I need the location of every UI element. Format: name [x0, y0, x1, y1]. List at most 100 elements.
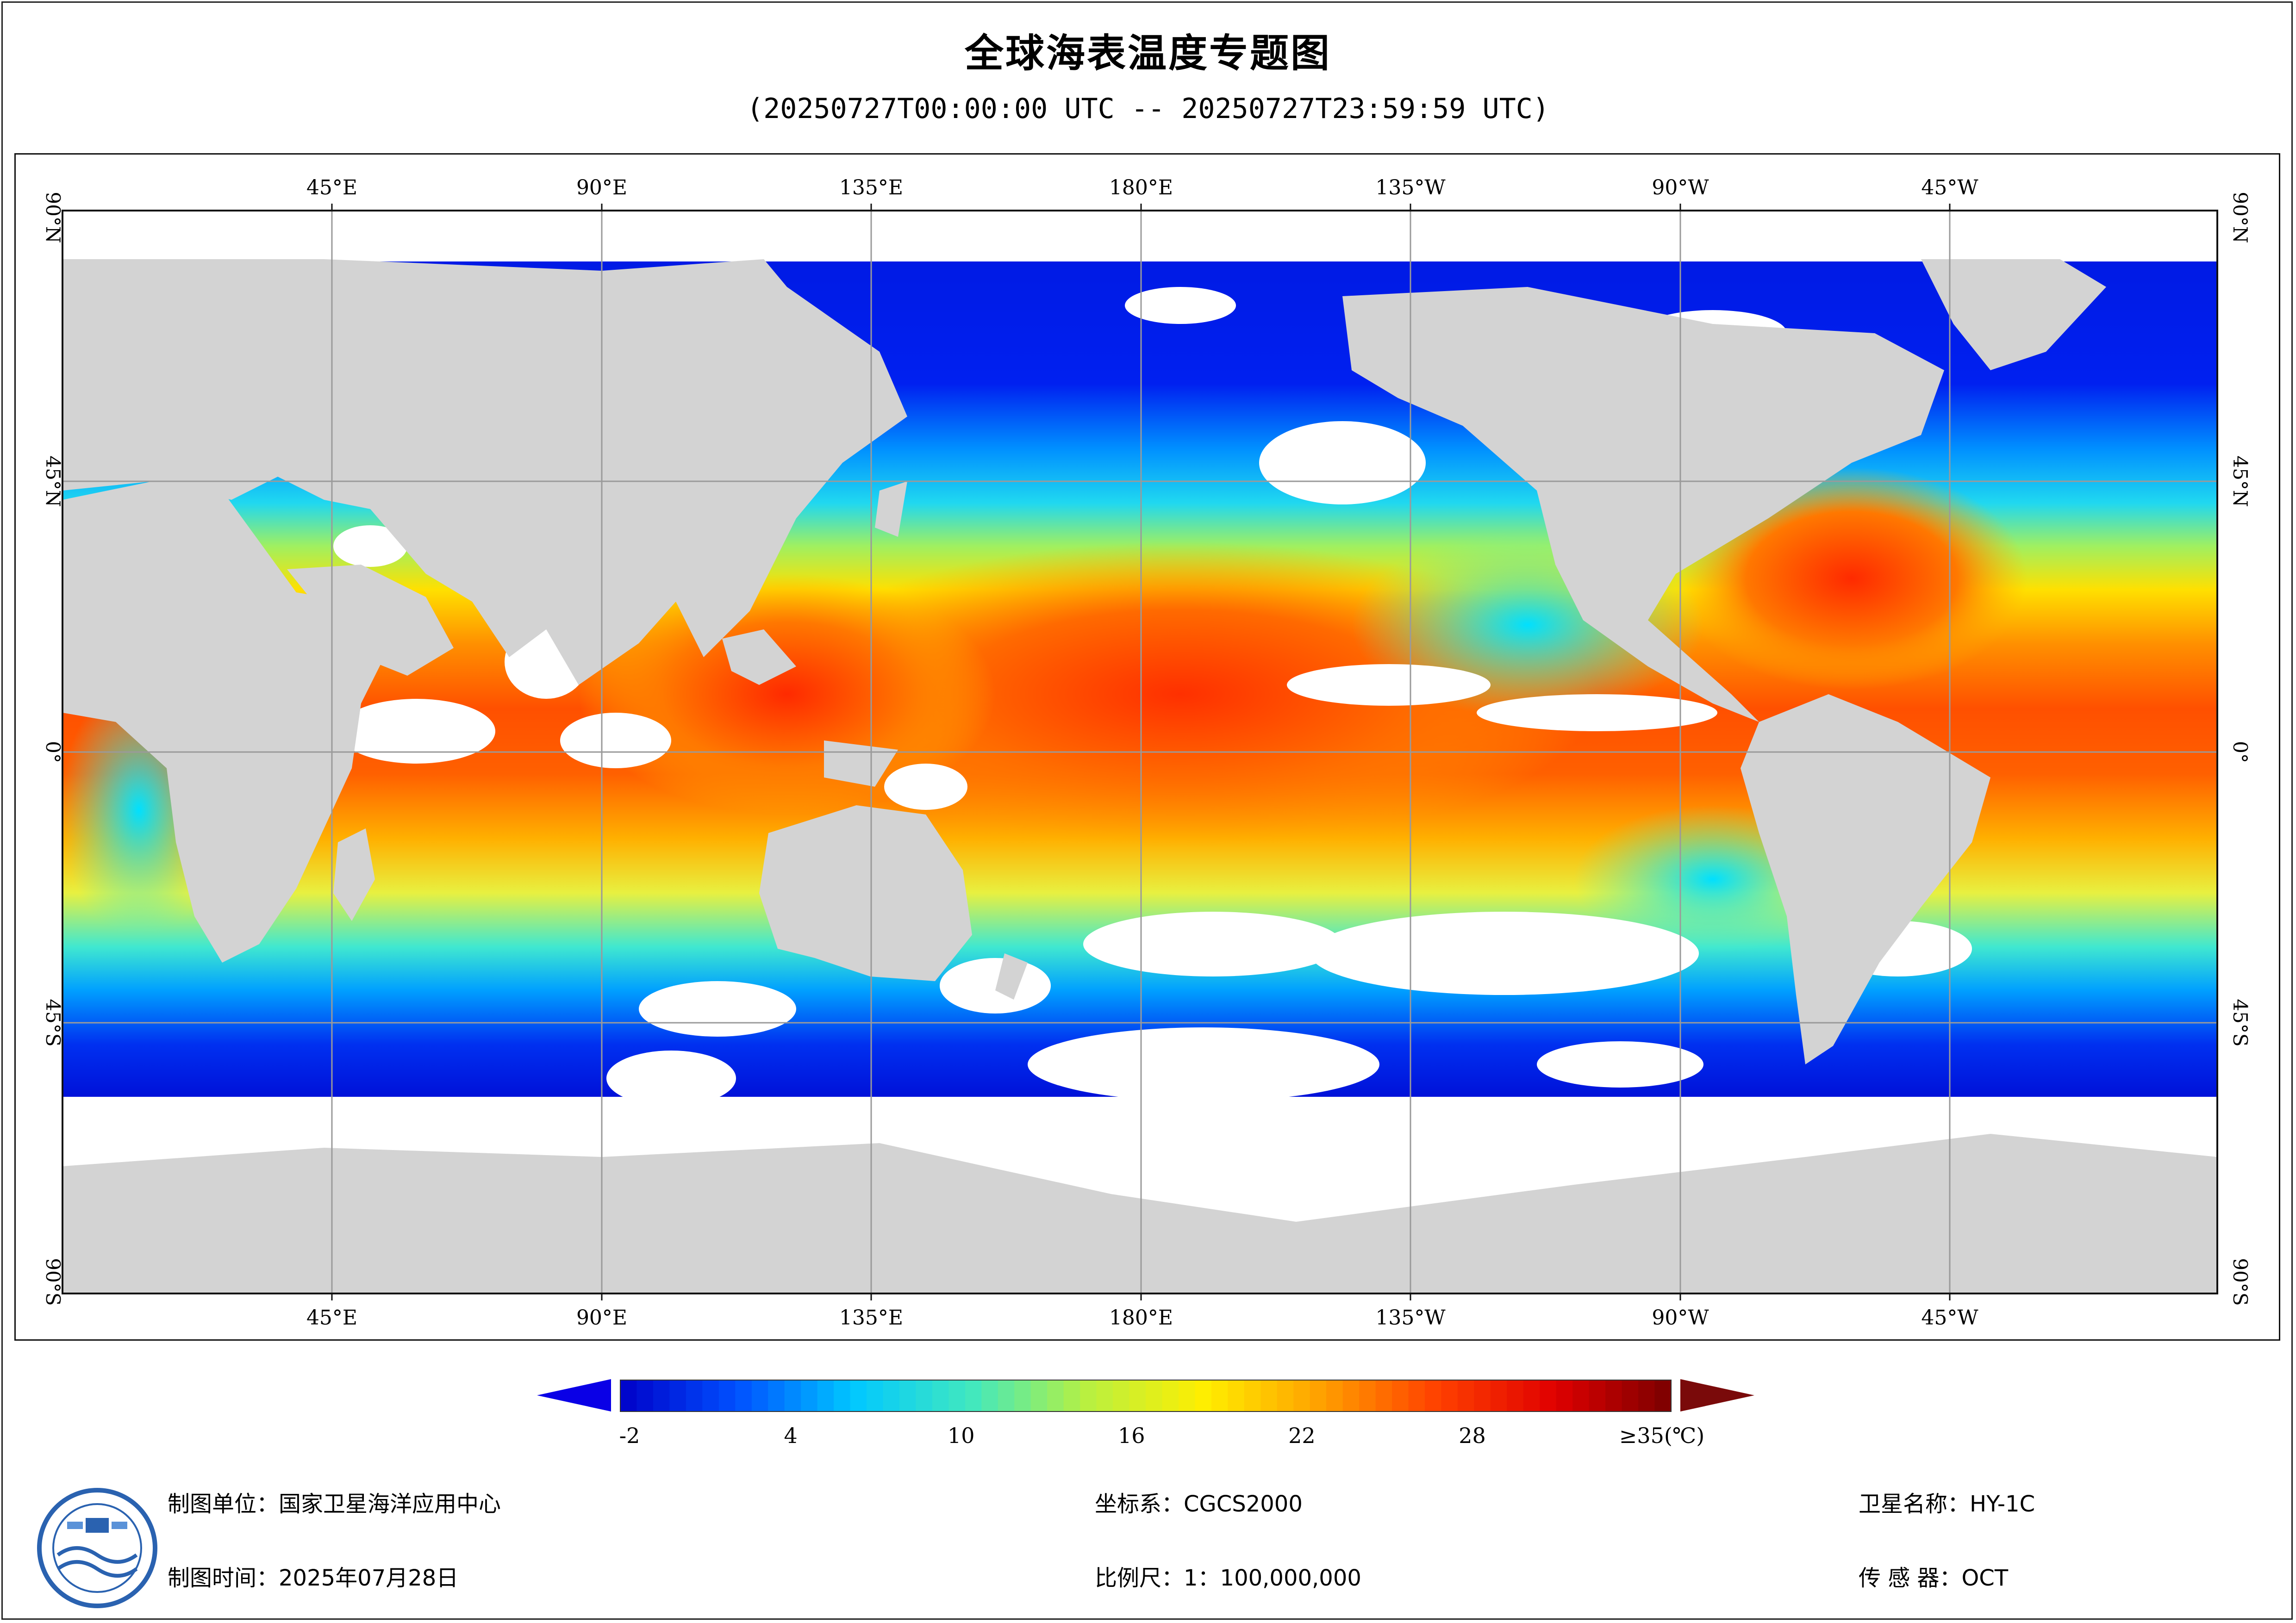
legend-color-blocks	[620, 1380, 1672, 1412]
legend-color-block	[1605, 1380, 1622, 1412]
south-america	[1741, 694, 1990, 1064]
legend-color-block	[653, 1380, 670, 1412]
legend-color-block	[1195, 1380, 1212, 1412]
map-content	[62, 211, 2217, 1293]
gulf-warm-patch	[1676, 467, 2028, 690]
legend-color-block	[1490, 1380, 1507, 1412]
coordinate-system: 坐标系：CGCS2000	[1095, 1491, 1303, 1517]
eurasia	[62, 259, 907, 685]
madagascar	[333, 828, 375, 921]
legend-color-block	[1523, 1380, 1540, 1412]
legend-color-block	[784, 1380, 801, 1412]
legend-color-block	[1457, 1380, 1474, 1412]
legend-color-block	[981, 1380, 998, 1412]
legend-color-block	[801, 1380, 818, 1412]
legend-color-block	[735, 1380, 752, 1412]
legend-color-block	[948, 1380, 966, 1412]
lat-label: 90°S	[42, 1258, 64, 1306]
north-america	[1342, 287, 1944, 722]
arabia	[287, 565, 454, 676]
cartography-date: 制图时间：2025年07月28日	[168, 1565, 459, 1591]
lat-label: 45°S	[2229, 999, 2252, 1046]
lon-label: 90°E	[576, 176, 627, 199]
legend-color-block	[1342, 1380, 1360, 1412]
nsoas-logo	[37, 1488, 157, 1608]
legend-color-block	[751, 1380, 768, 1412]
cartography-unit: 制图单位：国家卫星海洋应用中心	[168, 1491, 501, 1517]
legend-color-block	[686, 1380, 703, 1412]
lat-label: 90°N	[42, 192, 64, 243]
legend-color-block	[768, 1380, 785, 1412]
legend-color-block	[1572, 1380, 1590, 1412]
lon-label: 90°E	[576, 1306, 627, 1330]
legend-color-block	[1408, 1380, 1425, 1412]
legend-color-block	[1392, 1380, 1409, 1412]
legend-color-block	[1310, 1380, 1327, 1412]
legend-color-block	[1326, 1380, 1343, 1412]
legend-color-block	[850, 1380, 867, 1412]
legend-tick-label: 10	[948, 1423, 975, 1448]
map-scale: 比例尺：1：100,000,000	[1095, 1565, 1361, 1591]
lon-label: 135°W	[1375, 1306, 1446, 1330]
legend-color-block	[1293, 1380, 1310, 1412]
legend-color-block	[1129, 1380, 1146, 1412]
legend-color-block	[1474, 1380, 1491, 1412]
sensor-name: 传 感 器：OCT	[1859, 1565, 2009, 1591]
lon-labels-bottom: 45°E 90°E 135°E 180°E 135°W 90°W 45°W	[306, 1306, 1978, 1330]
lon-label: 45°W	[1921, 1306, 1978, 1330]
legend-color-block	[965, 1380, 982, 1412]
legend-color-block	[1178, 1380, 1196, 1412]
legend-color-block	[1424, 1380, 1442, 1412]
lat-label: 45°N	[42, 455, 64, 507]
lon-label: 180°E	[1109, 176, 1173, 199]
lat-label: 90°S	[2229, 1258, 2252, 1306]
legend-color-block	[702, 1380, 719, 1412]
legend-color-block	[1096, 1380, 1113, 1412]
legend-color-block	[916, 1380, 933, 1412]
legend-color-block	[1162, 1380, 1179, 1412]
legend-color-block	[1047, 1380, 1064, 1412]
map-frame	[14, 153, 2280, 1341]
legend-color-block	[899, 1380, 917, 1412]
satellite-name: 卫星名称：HY-1C	[1859, 1491, 2035, 1517]
japan	[875, 481, 907, 537]
lon-label: 135°E	[839, 176, 903, 199]
legend-color-block	[1654, 1380, 1672, 1412]
legend-color-block	[1556, 1380, 1573, 1412]
legend-color-block	[834, 1380, 851, 1412]
legend-tick-label: ≥35(℃)	[1619, 1423, 1704, 1448]
legend-color-block	[718, 1380, 736, 1412]
lon-labels-top: 45°E 90°E 135°E 180°E 135°W 90°W 45°W	[306, 176, 1978, 199]
legend-color-block	[1063, 1380, 1080, 1412]
sst-color-legend: -2 4 10 16 22 28 ≥35(℃)	[537, 1379, 1754, 1448]
legend-color-block	[817, 1380, 834, 1412]
lat-label: 0°	[2229, 741, 2252, 763]
lat-labels-left: 90°N 45°N 0° 45°S 90°S	[42, 192, 64, 1306]
legend-color-block	[1540, 1380, 1557, 1412]
legend-under-arrow	[537, 1379, 611, 1412]
legend-color-block	[620, 1380, 637, 1412]
legend-color-block	[1146, 1380, 1163, 1412]
legend-color-block	[1030, 1380, 1048, 1412]
lon-label: 45°E	[306, 1306, 357, 1330]
tick-marks	[331, 204, 1951, 1300]
lon-label: 45°W	[1921, 176, 1978, 199]
time-range-subtitle: (20250727T00:00:00 UTC -- 20250727T23:59…	[747, 93, 1549, 125]
legend-color-block	[1080, 1380, 1097, 1412]
legend-color-block	[932, 1380, 949, 1412]
lon-label: 90°W	[1652, 176, 1709, 199]
map-title: 全球海表温度专题图	[964, 31, 1331, 76]
legend-color-block	[1277, 1380, 1294, 1412]
legend-color-block	[1014, 1380, 1031, 1412]
legend-tick-label: 16	[1118, 1423, 1145, 1448]
legend-color-block	[1622, 1380, 1639, 1412]
legend-over-arrow	[1680, 1379, 1754, 1412]
legend-color-block	[636, 1380, 654, 1412]
graticule	[62, 211, 2217, 1293]
borneo	[722, 629, 796, 685]
legend-color-block	[1113, 1380, 1130, 1412]
legend-color-block	[867, 1380, 884, 1412]
legend-tick-label: 28	[1459, 1423, 1486, 1448]
legend-bar-border	[620, 1380, 1672, 1412]
legend-color-block	[998, 1380, 1015, 1412]
